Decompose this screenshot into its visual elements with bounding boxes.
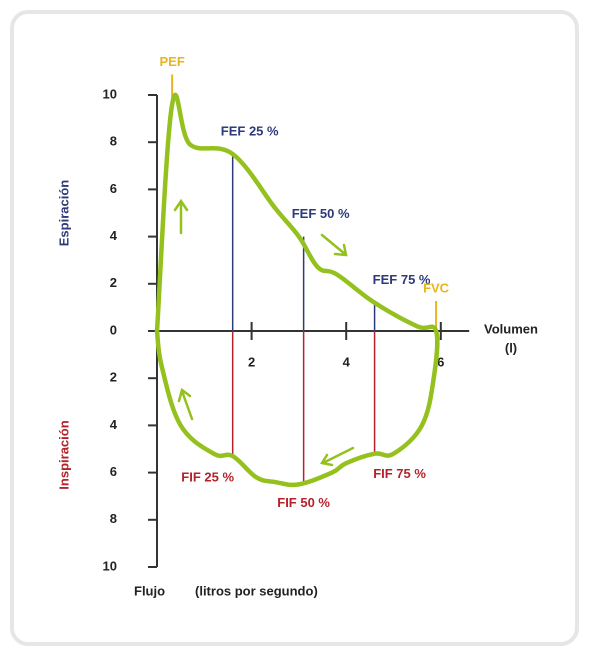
marker-label: FEF 50 % (292, 206, 350, 221)
footer-label: (litros por segundo) (195, 583, 318, 598)
marker-label: FIF 75 % (373, 466, 426, 481)
x-label: (l) (505, 340, 517, 355)
y-tick-label: 2 (110, 370, 117, 385)
marker-label: FVC (423, 280, 450, 295)
y-tick-label: 0 (110, 322, 117, 337)
direction-arrows (173, 198, 355, 467)
marker-label: PEF (159, 54, 184, 69)
marker-label: FEF 75 % (373, 272, 431, 287)
x-tick-label: 4 (343, 354, 351, 369)
y-tick-label: 8 (110, 134, 117, 149)
y-tick-label: 8 (110, 511, 117, 526)
y-label-top: Espiración (56, 180, 71, 247)
x-tick-label: 2 (248, 354, 255, 369)
card (10, 10, 579, 646)
y-tick-label: 10 (103, 558, 117, 573)
x-label: Volumen (484, 321, 538, 336)
x-tick-label: 6 (437, 354, 444, 369)
marker-label: FIF 50 % (277, 495, 330, 510)
flow-volume-loop (154, 92, 440, 488)
marker-label: FIF 25 % (181, 470, 234, 485)
y-tick-label: 6 (110, 464, 117, 479)
marker-label: FEF 25 % (221, 123, 279, 138)
y-tick-label: 2 (110, 275, 117, 290)
y-tick-label: 10 (103, 86, 117, 101)
y-tick-label: 6 (110, 181, 117, 196)
y-label-bottom: Inspiración (56, 420, 71, 489)
footer-label: Flujo (134, 583, 165, 598)
y-tick-label: 4 (110, 228, 118, 243)
y-tick-label: 4 (110, 417, 118, 432)
